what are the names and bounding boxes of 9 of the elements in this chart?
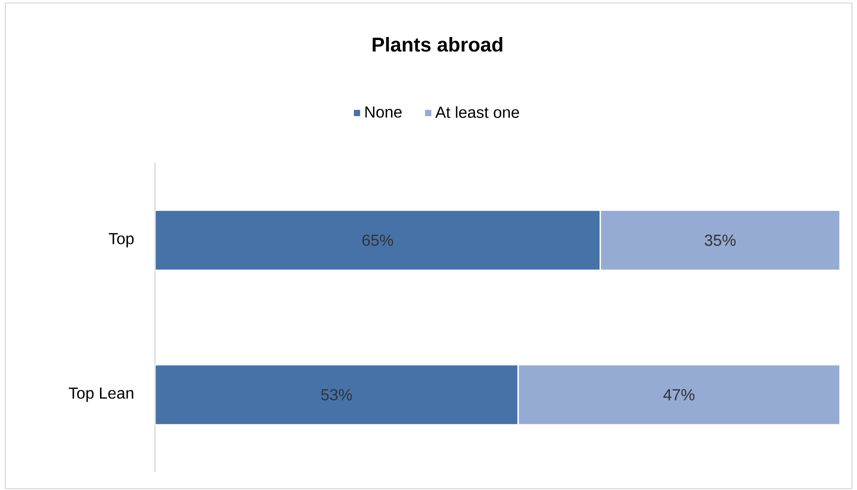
legend-label: At least one: [435, 106, 520, 118]
data-label: 47%: [663, 389, 694, 400]
y-tick-label: Top Lean: [68, 388, 134, 402]
data-label: 35%: [704, 234, 736, 246]
data-label: 53%: [321, 389, 352, 400]
y-tick-label: Top: [108, 233, 134, 248]
chart-title: Plants abroad: [372, 36, 502, 52]
data-label: 65%: [362, 234, 394, 246]
legend-label: None: [365, 106, 402, 118]
